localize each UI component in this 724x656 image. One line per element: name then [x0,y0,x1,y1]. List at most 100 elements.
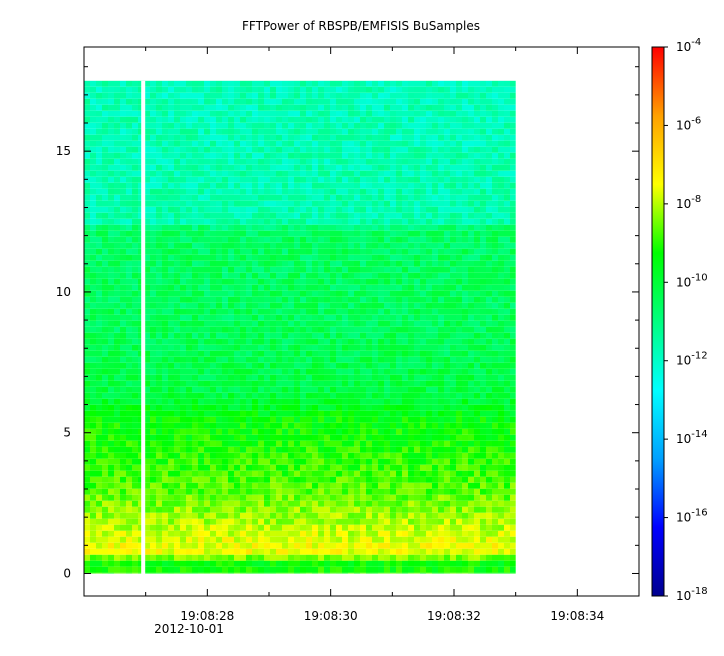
spectrogram-cell [222,494,228,501]
spectrogram-cell [120,428,126,435]
spectrogram-cell [90,380,96,387]
spectrogram-cell [426,242,432,249]
spectrogram-cell [252,182,258,189]
spectrogram-cell [402,398,408,405]
spectrogram-cell [252,236,258,243]
spectrogram-cell [150,476,156,483]
spectrogram-cell [114,428,120,435]
spectrogram-cell [372,260,378,267]
spectrogram-cell [360,182,366,189]
spectrogram-cell [504,452,510,459]
spectrogram-cell [120,122,126,129]
spectrogram-cell [150,362,156,369]
spectrogram-cell [426,440,432,447]
spectrogram-cell [84,236,90,243]
spectrogram-cell [120,296,126,303]
spectrogram-cell [462,470,468,477]
spectrogram-cell [336,320,342,327]
spectrogram-cell [336,458,342,465]
spectrogram-cell [396,452,402,459]
spectrogram-cell [462,128,468,135]
spectrogram-cell [378,176,384,183]
spectrogram-cell [498,470,504,477]
spectrogram-cell [498,206,504,213]
spectrogram-cell [336,362,342,369]
spectrogram-cell [90,278,96,285]
spectrogram-cell [360,80,366,87]
spectrogram-cell [288,158,294,165]
spectrogram-cell [438,242,444,249]
spectrogram-cell [102,386,108,393]
spectrogram-cell [294,182,300,189]
spectrogram-cell [384,458,390,465]
spectrogram-cell [348,92,354,99]
spectrogram-cell [510,470,516,477]
spectrogram-cell [174,476,180,483]
spectrogram-cell [348,488,354,495]
spectrogram-cell [294,350,300,357]
spectrogram-cell [186,296,192,303]
spectrogram-cell [96,386,102,393]
spectrogram-cell [294,194,300,201]
spectrogram-cell [504,176,510,183]
spectrogram-cell [366,368,372,375]
spectrogram-cell [444,386,450,393]
spectrogram-cell [402,236,408,243]
spectrogram-cell [492,452,498,459]
spectrogram-cell [204,410,210,417]
spectrogram-cell [300,194,306,201]
spectrogram-cell [162,326,168,333]
spectrogram-cell [510,488,516,495]
spectrogram-cell [336,344,342,351]
spectrogram-cell [96,176,102,183]
spectrogram-cell [360,110,366,117]
spectrogram-cell [414,410,420,417]
spectrogram-cell [438,206,444,213]
spectrogram-cell [408,170,414,177]
spectrogram-cell [474,110,480,117]
spectrogram-cell [432,428,438,435]
spectrogram-cell [468,410,474,417]
spectrogram-cell [408,86,414,93]
spectrogram-cell [90,272,96,279]
spectrogram-cell [180,152,186,159]
spectrogram-cell [420,422,426,429]
spectrogram-cell [420,452,426,459]
spectrogram-cell [90,230,96,237]
spectrogram-cell [120,200,126,207]
spectrogram-cell [498,218,504,225]
spectrogram-cell [462,122,468,129]
spectrogram-cell [96,350,102,357]
spectrogram-cell [270,374,276,381]
spectrogram-cell [330,194,336,201]
spectrogram-cell [390,164,396,171]
spectrogram-cell [474,398,480,405]
spectrogram-cell [240,194,246,201]
spectrogram-cell [192,452,198,459]
spectrogram-cell [84,446,90,453]
spectrogram-cell [84,212,90,219]
spectrogram-cell [462,188,468,195]
spectrogram-cell [450,164,456,171]
spectrogram-cell [498,176,504,183]
spectrogram-cell [384,290,390,297]
spectrogram-cell [348,284,354,291]
spectrogram-cell [294,116,300,123]
spectrogram-cell [312,182,318,189]
spectrogram-cell [132,374,138,381]
spectrogram-cell [486,272,492,279]
spectrogram-cell [492,356,498,363]
spectrogram-cell [402,80,408,87]
spectrogram-cell [174,98,180,105]
spectrogram-cell [288,170,294,177]
spectrogram-cell [276,368,282,375]
spectrogram-cell [228,428,234,435]
spectrogram-cell [150,440,156,447]
spectrogram-cell [198,368,204,375]
spectrogram-cell [444,146,450,153]
spectrogram-cell [276,422,282,429]
spectrogram-cell [336,116,342,123]
spectrogram-cell [228,182,234,189]
spectrogram-cell [204,362,210,369]
spectrogram-cell [486,344,492,351]
